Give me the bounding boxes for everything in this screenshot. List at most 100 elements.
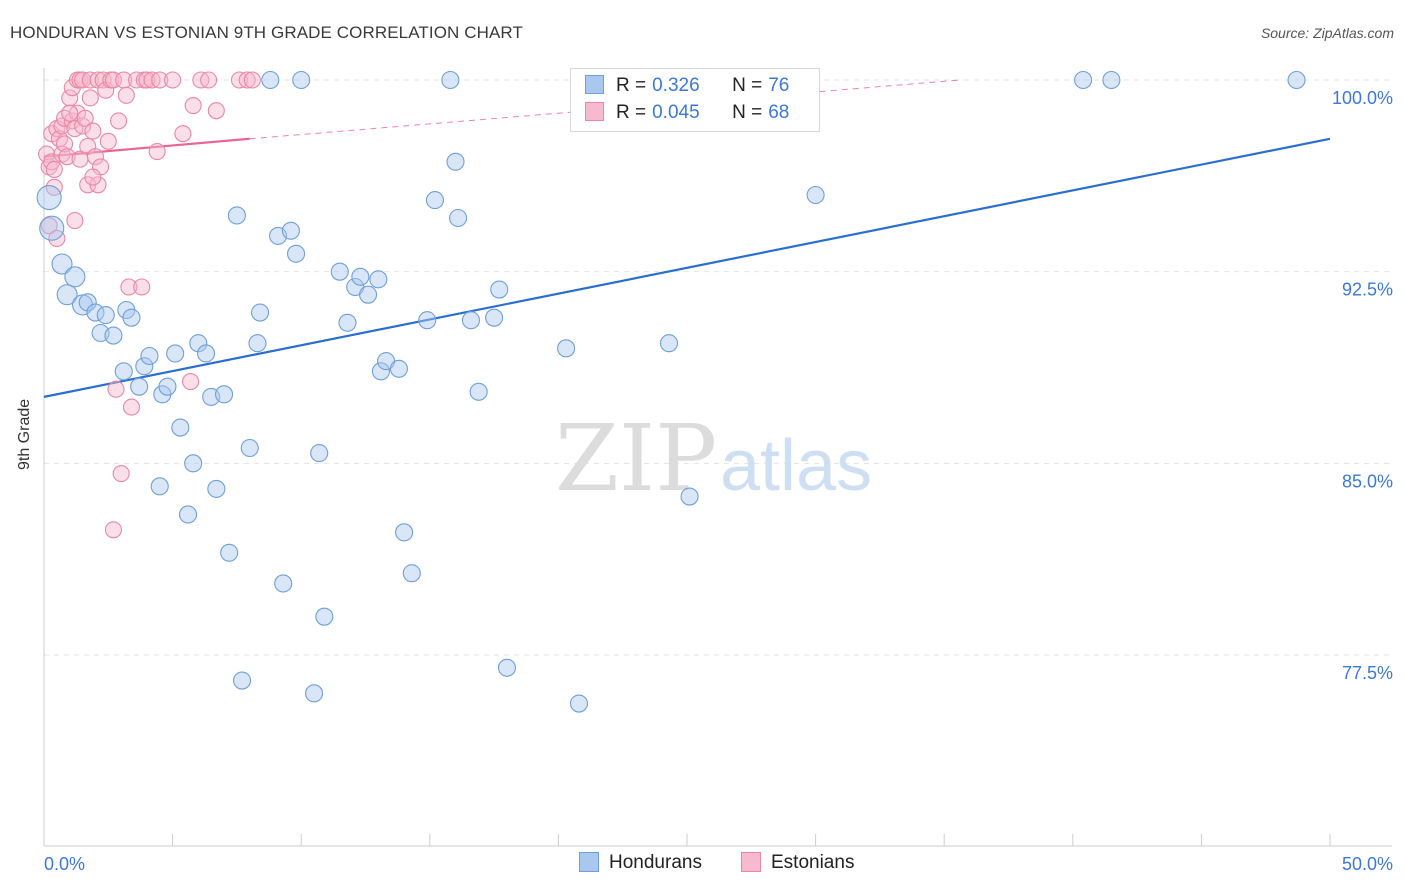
stats-row-hondurans: R = 0.326 N = 76 xyxy=(585,75,789,99)
estonians-point xyxy=(45,178,63,196)
estonians-point xyxy=(151,71,169,89)
tick-labels: 100.0% 92.5% 85.0% 77.5% 0.0% 50.0% xyxy=(44,88,1393,874)
estonians-point xyxy=(104,71,122,89)
y-tick-label: 92.5% xyxy=(1342,280,1393,300)
hondurans-point xyxy=(1074,70,1093,90)
r-label: R = xyxy=(616,102,647,123)
hondurans-points xyxy=(36,70,1306,713)
estonians-point xyxy=(86,148,104,166)
estonians-point xyxy=(104,521,122,539)
hondurans-point xyxy=(250,303,270,322)
estonians-legend-swatch xyxy=(741,852,761,872)
estonians-point xyxy=(207,102,225,120)
source-attribution: Source: ZipAtlas.com xyxy=(1260,25,1394,41)
hondurans-legend-swatch xyxy=(579,852,599,872)
n-label: N = xyxy=(732,75,763,96)
estonians-point xyxy=(56,135,74,153)
hondurans-point xyxy=(287,244,306,263)
hondurans-point xyxy=(351,267,370,286)
x-tick-label: 0.0% xyxy=(44,854,85,874)
estonians-point xyxy=(122,398,140,416)
hondurans-point xyxy=(51,253,73,275)
hondurans-point xyxy=(461,311,481,330)
estonians-point xyxy=(84,168,102,186)
hondurans-point xyxy=(135,357,154,376)
estonians-point xyxy=(84,122,102,140)
estonians-points xyxy=(38,71,261,539)
hondurans-point xyxy=(305,684,324,703)
hondurans-point xyxy=(240,438,259,458)
watermark-atlas: atlas xyxy=(720,426,872,506)
hondurans-point xyxy=(184,454,203,473)
hondurans-swatch xyxy=(585,75,604,94)
hondurans-point xyxy=(338,313,357,332)
hondurans-point xyxy=(261,70,280,90)
hondurans-point xyxy=(469,382,488,401)
hondurans-point xyxy=(310,444,329,463)
hondurans-trend-line xyxy=(43,137,1331,398)
hondurans-point xyxy=(1102,70,1121,90)
hondurans-point xyxy=(189,334,208,353)
hondurans-point xyxy=(104,326,123,345)
hondurans-point xyxy=(274,574,293,593)
estonians-point xyxy=(110,112,128,130)
hondurans-point xyxy=(446,152,465,171)
hondurans-point xyxy=(557,339,576,358)
hondurans-point xyxy=(806,185,825,205)
hondurans-point xyxy=(39,215,65,241)
hondurans-point xyxy=(178,505,198,524)
r-label: R = xyxy=(616,75,647,96)
legend-item-hondurans[interactable]: Hondurans xyxy=(579,852,702,874)
hondurans-point xyxy=(359,285,378,304)
hondurans-point xyxy=(490,280,509,299)
stats-legend: R = 0.326 N = 76 R = 0.045 N = 68 xyxy=(570,68,820,132)
estonians-point xyxy=(138,71,156,89)
estonians-point xyxy=(40,217,58,235)
n-value: 68 xyxy=(768,102,790,123)
hondurans-point xyxy=(389,359,408,378)
estonians-point xyxy=(243,71,261,89)
hondurans-point xyxy=(232,671,252,690)
legend-label: Hondurans xyxy=(609,852,702,873)
estonians-point xyxy=(184,97,202,115)
hondurans-point xyxy=(166,344,185,363)
estonians-point xyxy=(58,148,76,166)
hondurans-point xyxy=(196,344,216,363)
stats-row-estonians: R = 0.045 N = 68 xyxy=(585,102,789,126)
r-value: 0.326 xyxy=(652,75,700,96)
y-tick-label: 100.0% xyxy=(1332,88,1393,108)
estonians-point xyxy=(238,71,256,89)
hondurans-point xyxy=(281,221,300,240)
y-tick-label: 85.0% xyxy=(1342,471,1393,491)
legend-item-estonians[interactable]: Estonians xyxy=(741,852,854,874)
estonians-point xyxy=(99,132,117,150)
hondurans-point xyxy=(330,262,349,281)
hondurans-point xyxy=(130,377,149,396)
hondurans-point xyxy=(395,523,414,542)
estonians-point xyxy=(148,143,166,161)
estonians-point xyxy=(182,373,200,391)
hondurans-point xyxy=(220,543,239,562)
chart-title: HONDURAN VS ESTONIAN 9TH GRADE CORRELATI… xyxy=(10,23,523,42)
hondurans-point xyxy=(659,334,679,353)
estonians-point xyxy=(164,71,182,89)
hondurans-point xyxy=(86,303,105,322)
hondurans-point xyxy=(158,377,177,396)
hondurans-point xyxy=(114,362,133,381)
series-legend: Hondurans Estonians xyxy=(0,852,1406,878)
hondurans-point xyxy=(171,418,190,437)
hondurans-point xyxy=(292,70,311,90)
estonians-point xyxy=(81,89,99,107)
hondurans-point xyxy=(369,270,388,289)
estonians-swatch xyxy=(585,102,604,121)
hondurans-point xyxy=(78,293,97,312)
watermark-zip: ZIP xyxy=(555,405,717,512)
hondurans-point xyxy=(227,206,246,225)
hondurans-point xyxy=(441,70,460,90)
estonians-point xyxy=(66,212,84,230)
estonians-point xyxy=(107,380,125,398)
hondurans-point xyxy=(56,284,78,306)
hondurans-point xyxy=(315,607,334,626)
hondurans-point xyxy=(122,308,141,327)
